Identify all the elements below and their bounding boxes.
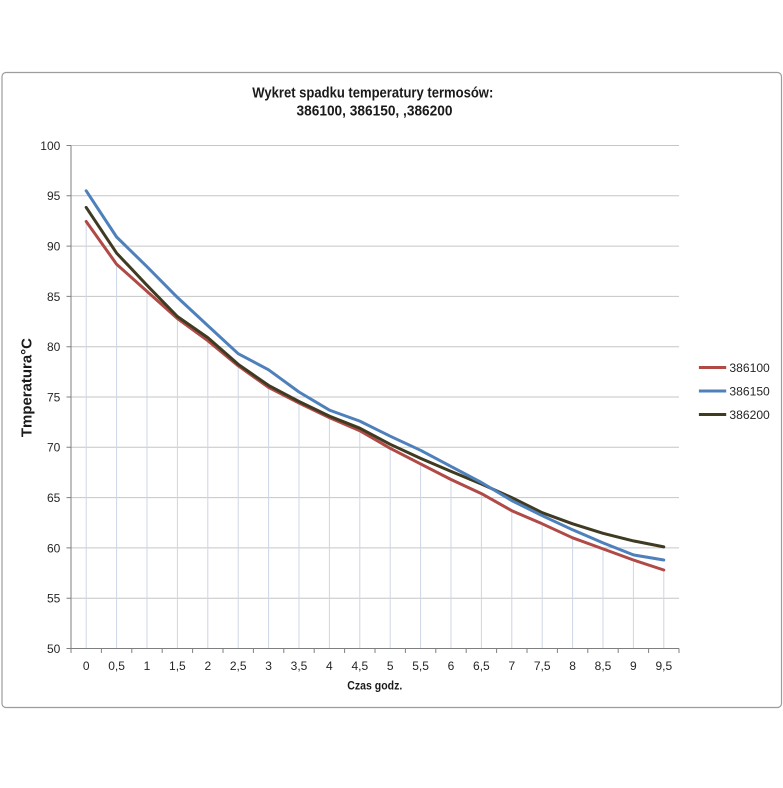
svg-text:65: 65: [47, 491, 61, 505]
svg-text:2,5: 2,5: [230, 659, 247, 673]
svg-text:3: 3: [265, 659, 272, 673]
svg-text:55: 55: [47, 592, 61, 606]
svg-text:90: 90: [47, 240, 61, 254]
svg-text:8: 8: [569, 659, 576, 673]
svg-text:100: 100: [40, 139, 60, 153]
svg-text:Wykret spadku temperatury term: Wykret spadku temperatury termosów:: [252, 85, 493, 102]
svg-text:85: 85: [47, 290, 61, 304]
svg-text:3,5: 3,5: [291, 659, 308, 673]
svg-text:Tmperatura°C: Tmperatura°C: [18, 338, 35, 437]
svg-text:6,5: 6,5: [473, 659, 490, 673]
svg-text:4,5: 4,5: [351, 659, 368, 673]
svg-text:9,5: 9,5: [655, 659, 672, 673]
svg-text:70: 70: [47, 441, 61, 455]
svg-text:80: 80: [47, 340, 61, 354]
svg-text:Czas godz.: Czas godz.: [347, 681, 402, 693]
svg-text:60: 60: [47, 541, 61, 555]
svg-text:0: 0: [83, 659, 90, 673]
svg-text:9: 9: [630, 659, 637, 673]
svg-text:50: 50: [47, 642, 61, 656]
svg-text:75: 75: [47, 390, 61, 404]
svg-text:8,5: 8,5: [595, 659, 612, 673]
svg-text:2: 2: [204, 659, 211, 673]
svg-text:0,5: 0,5: [108, 659, 125, 673]
svg-text:5: 5: [387, 659, 394, 673]
svg-text:6: 6: [448, 659, 455, 673]
svg-text:1,5: 1,5: [169, 659, 186, 673]
svg-text:1: 1: [144, 659, 151, 673]
svg-text:386100, 386150, ,386200: 386100, 386150, ,386200: [297, 102, 453, 119]
svg-text:386150: 386150: [729, 386, 769, 398]
svg-text:95: 95: [47, 189, 61, 203]
svg-text:4: 4: [326, 659, 333, 673]
svg-text:7: 7: [508, 659, 515, 673]
svg-text:5,5: 5,5: [412, 659, 429, 673]
svg-text:386200: 386200: [729, 410, 769, 422]
svg-text:7,5: 7,5: [534, 659, 551, 673]
svg-text:386100: 386100: [729, 363, 769, 375]
